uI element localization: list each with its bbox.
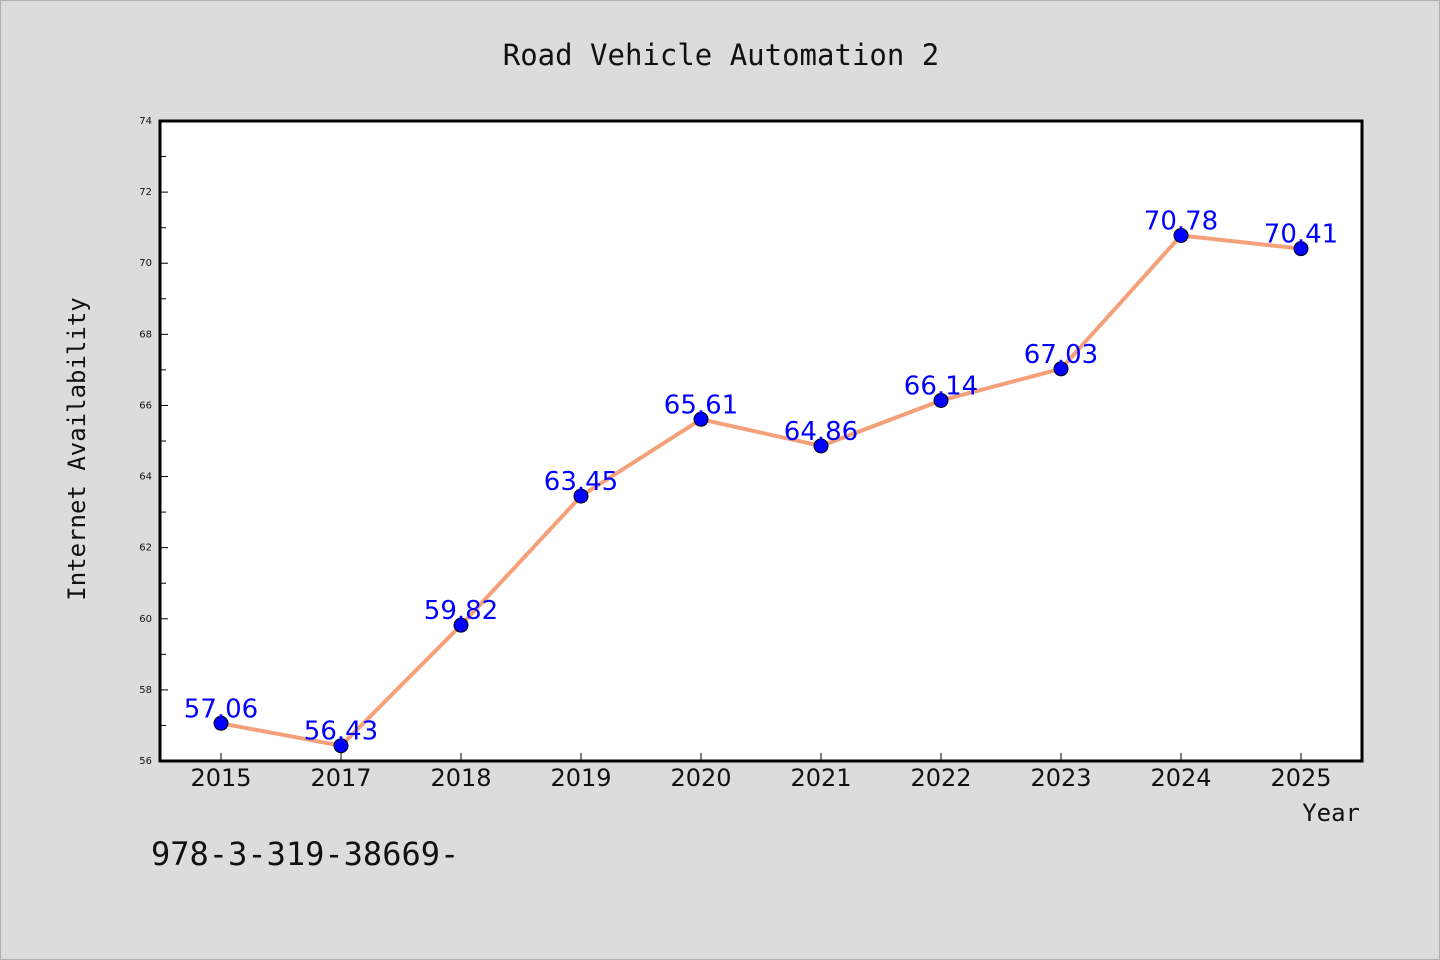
- y-tick-label: 58: [139, 685, 152, 696]
- data-label: 70.41: [1264, 220, 1338, 250]
- data-point: [1293, 241, 1309, 257]
- y-axis-label: Internet Availability: [63, 297, 91, 600]
- x-axis-label: Year: [1302, 799, 1360, 827]
- x-tick-label: 2019: [550, 764, 611, 792]
- data-label: 66.14: [904, 371, 978, 401]
- x-tick-label: 2017: [310, 764, 371, 792]
- data-point: [1053, 361, 1069, 377]
- data-label: 56.43: [304, 717, 378, 747]
- y-tick-label: 64: [139, 472, 152, 483]
- y-tick-label: 60: [139, 614, 152, 625]
- x-tick-label: 2025: [1270, 764, 1331, 792]
- y-tick-label: 66: [139, 400, 152, 411]
- data-label: 67.03: [1024, 340, 1098, 370]
- y-tick-label: 70: [139, 258, 152, 269]
- data-label: 63.45: [544, 467, 618, 497]
- data-point: [573, 488, 589, 504]
- x-tick-label: 2022: [910, 764, 971, 792]
- data-point: [813, 438, 829, 454]
- y-tick-label: 62: [139, 543, 152, 554]
- data-label: 70.78: [1144, 206, 1218, 236]
- y-tick-label: 74: [139, 116, 152, 127]
- series-layer: 57.06 56.43 59.82 63.45 65.61 64.86 66.14 67.03…: [184, 206, 1338, 754]
- data-point: [693, 411, 709, 427]
- series-line: [219, 233, 1303, 748]
- data-label: 57.06: [184, 694, 258, 724]
- data-point: [213, 715, 229, 731]
- data-point: [1173, 227, 1189, 243]
- data-label: 64.86: [784, 417, 858, 447]
- x-tick-label: 2020: [670, 764, 731, 792]
- data-point: [933, 392, 949, 408]
- data-label: 59.82: [424, 596, 498, 626]
- x-tick-label: 2018: [430, 764, 491, 792]
- x-tick-label: 2015: [190, 764, 251, 792]
- x-tick-label: 2023: [1030, 764, 1091, 792]
- data-point: [333, 738, 349, 754]
- x-tick-label: 2024: [1150, 764, 1211, 792]
- plot-area: [158, 119, 1364, 763]
- y-tick-label: 56: [139, 756, 152, 767]
- x-axis: 2015 2017 2018 2019 2020 2021 2022 2023 2024 2025: [190, 753, 1332, 792]
- chart-title: Road Vehicle Automation 2: [503, 38, 940, 72]
- y-axis: 56 58 60 62 64 66 68 70 72 74: [139, 116, 168, 767]
- data-label: 65.61: [664, 390, 738, 420]
- footnote-text: 978-3-319-38669-: [151, 835, 459, 873]
- y-tick-label: 72: [139, 187, 152, 198]
- x-tick-label: 2021: [790, 764, 851, 792]
- data-point: [453, 617, 469, 633]
- y-tick-label: 68: [139, 329, 152, 340]
